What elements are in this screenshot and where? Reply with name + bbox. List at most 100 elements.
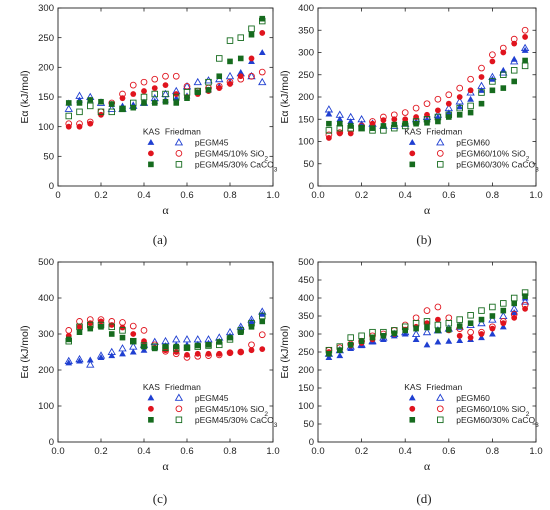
data-point bbox=[108, 101, 115, 107]
data-point bbox=[75, 91, 84, 99]
data-point bbox=[337, 120, 343, 127]
legend-marker-kas bbox=[147, 138, 155, 145]
data-point bbox=[151, 90, 158, 98]
chart-panel-2: 0 50 100 150 200 250 300 350 400 0.0 0.2 0.4 0.6 0.8 1… bbox=[279, 3, 543, 247]
data-point bbox=[358, 332, 365, 340]
data-point bbox=[456, 94, 463, 100]
data-point bbox=[205, 352, 212, 359]
data-point bbox=[467, 109, 474, 116]
y-axis-label: Eα (kJ/mol) bbox=[19, 70, 31, 123]
data-point bbox=[435, 316, 441, 323]
data-point bbox=[205, 342, 212, 348]
data-point bbox=[369, 120, 376, 127]
x-tick-label: 0.2 bbox=[94, 190, 107, 201]
data-point bbox=[521, 301, 529, 309]
data-point bbox=[456, 337, 464, 344]
plot-frame bbox=[57, 261, 274, 443]
data-point bbox=[86, 321, 94, 329]
data-point bbox=[380, 123, 387, 129]
data-point bbox=[226, 336, 234, 343]
data-point bbox=[445, 319, 453, 327]
y-tick-label: 0 bbox=[49, 181, 54, 192]
data-point bbox=[380, 333, 387, 339]
data-point bbox=[467, 328, 474, 336]
data-point bbox=[237, 329, 244, 335]
series-5 bbox=[65, 15, 266, 112]
data-point bbox=[151, 85, 158, 91]
data-point bbox=[336, 343, 344, 350]
data-point bbox=[477, 81, 486, 89]
data-point bbox=[130, 331, 137, 337]
y-tick-label: 150 bbox=[298, 383, 314, 394]
data-point bbox=[225, 327, 235, 336]
data-point bbox=[76, 323, 83, 330]
x-tick-label: 0.4 bbox=[137, 446, 150, 457]
chart-panel-1: 0 50 100 150 200 250 300 0 0.2 0.4 0.6 0.8 1.0 α Eα (k… bbox=[19, 3, 280, 247]
data-point bbox=[412, 319, 420, 327]
data-point bbox=[259, 318, 266, 325]
data-point bbox=[75, 354, 84, 363]
data-point bbox=[86, 118, 94, 126]
data-point bbox=[477, 318, 486, 327]
data-point bbox=[129, 337, 137, 345]
data-point bbox=[489, 313, 496, 319]
data-point bbox=[412, 118, 420, 125]
legend-header-kas: KAS bbox=[143, 126, 160, 136]
data-point bbox=[248, 324, 255, 330]
data-point bbox=[226, 78, 234, 86]
y-tick-label: 400 bbox=[298, 3, 314, 14]
legend-header-friedman: Friedman bbox=[426, 126, 462, 136]
data-point bbox=[347, 334, 354, 341]
y-tick-label: 100 bbox=[298, 401, 314, 412]
legend-marker-kas bbox=[409, 417, 416, 423]
data-point bbox=[358, 124, 365, 132]
data-point bbox=[478, 307, 485, 314]
data-point bbox=[522, 57, 528, 64]
data-point bbox=[325, 110, 333, 117]
data-point bbox=[456, 104, 463, 112]
data-point bbox=[248, 319, 255, 327]
data-point bbox=[412, 104, 420, 112]
data-point bbox=[520, 297, 530, 305]
data-point bbox=[76, 100, 83, 106]
data-point bbox=[183, 89, 191, 96]
data-point bbox=[347, 123, 354, 129]
x-tick-label: 0.2 bbox=[355, 190, 368, 201]
y-tick-label: 350 bbox=[298, 25, 314, 36]
y-tick-label: 300 bbox=[298, 329, 314, 340]
data-point bbox=[347, 124, 354, 132]
data-point bbox=[194, 342, 201, 349]
x-tick-label: 0.2 bbox=[94, 446, 107, 457]
data-point bbox=[237, 55, 244, 62]
y-tick-label: 300 bbox=[38, 3, 54, 14]
x-tick-label: 0.0 bbox=[311, 446, 324, 457]
y-tick-label: 250 bbox=[38, 33, 54, 44]
legend-marker-kas bbox=[148, 150, 154, 157]
data-point bbox=[98, 98, 104, 105]
data-point bbox=[411, 329, 421, 337]
data-point bbox=[499, 318, 507, 325]
data-point bbox=[87, 120, 94, 127]
data-point bbox=[118, 344, 127, 352]
data-point bbox=[162, 343, 169, 350]
data-point bbox=[172, 72, 180, 80]
data-point bbox=[401, 109, 409, 116]
y-axis-label: Eα (kJ/mol) bbox=[19, 325, 31, 378]
y-tick-label: 200 bbox=[298, 365, 314, 376]
data-point bbox=[390, 111, 398, 119]
data-point bbox=[325, 127, 333, 134]
data-point bbox=[151, 345, 158, 352]
data-point bbox=[401, 122, 409, 130]
data-point bbox=[489, 330, 496, 337]
data-point bbox=[369, 125, 376, 131]
legend-header-friedman: Friedman bbox=[426, 382, 462, 392]
data-point bbox=[500, 71, 507, 78]
series-3 bbox=[65, 30, 266, 130]
data-point bbox=[369, 334, 376, 341]
data-point bbox=[151, 343, 158, 350]
y-tick-label: 300 bbox=[298, 48, 314, 59]
x-axis-label: α bbox=[162, 459, 169, 473]
legend-marker-kas bbox=[409, 150, 416, 157]
